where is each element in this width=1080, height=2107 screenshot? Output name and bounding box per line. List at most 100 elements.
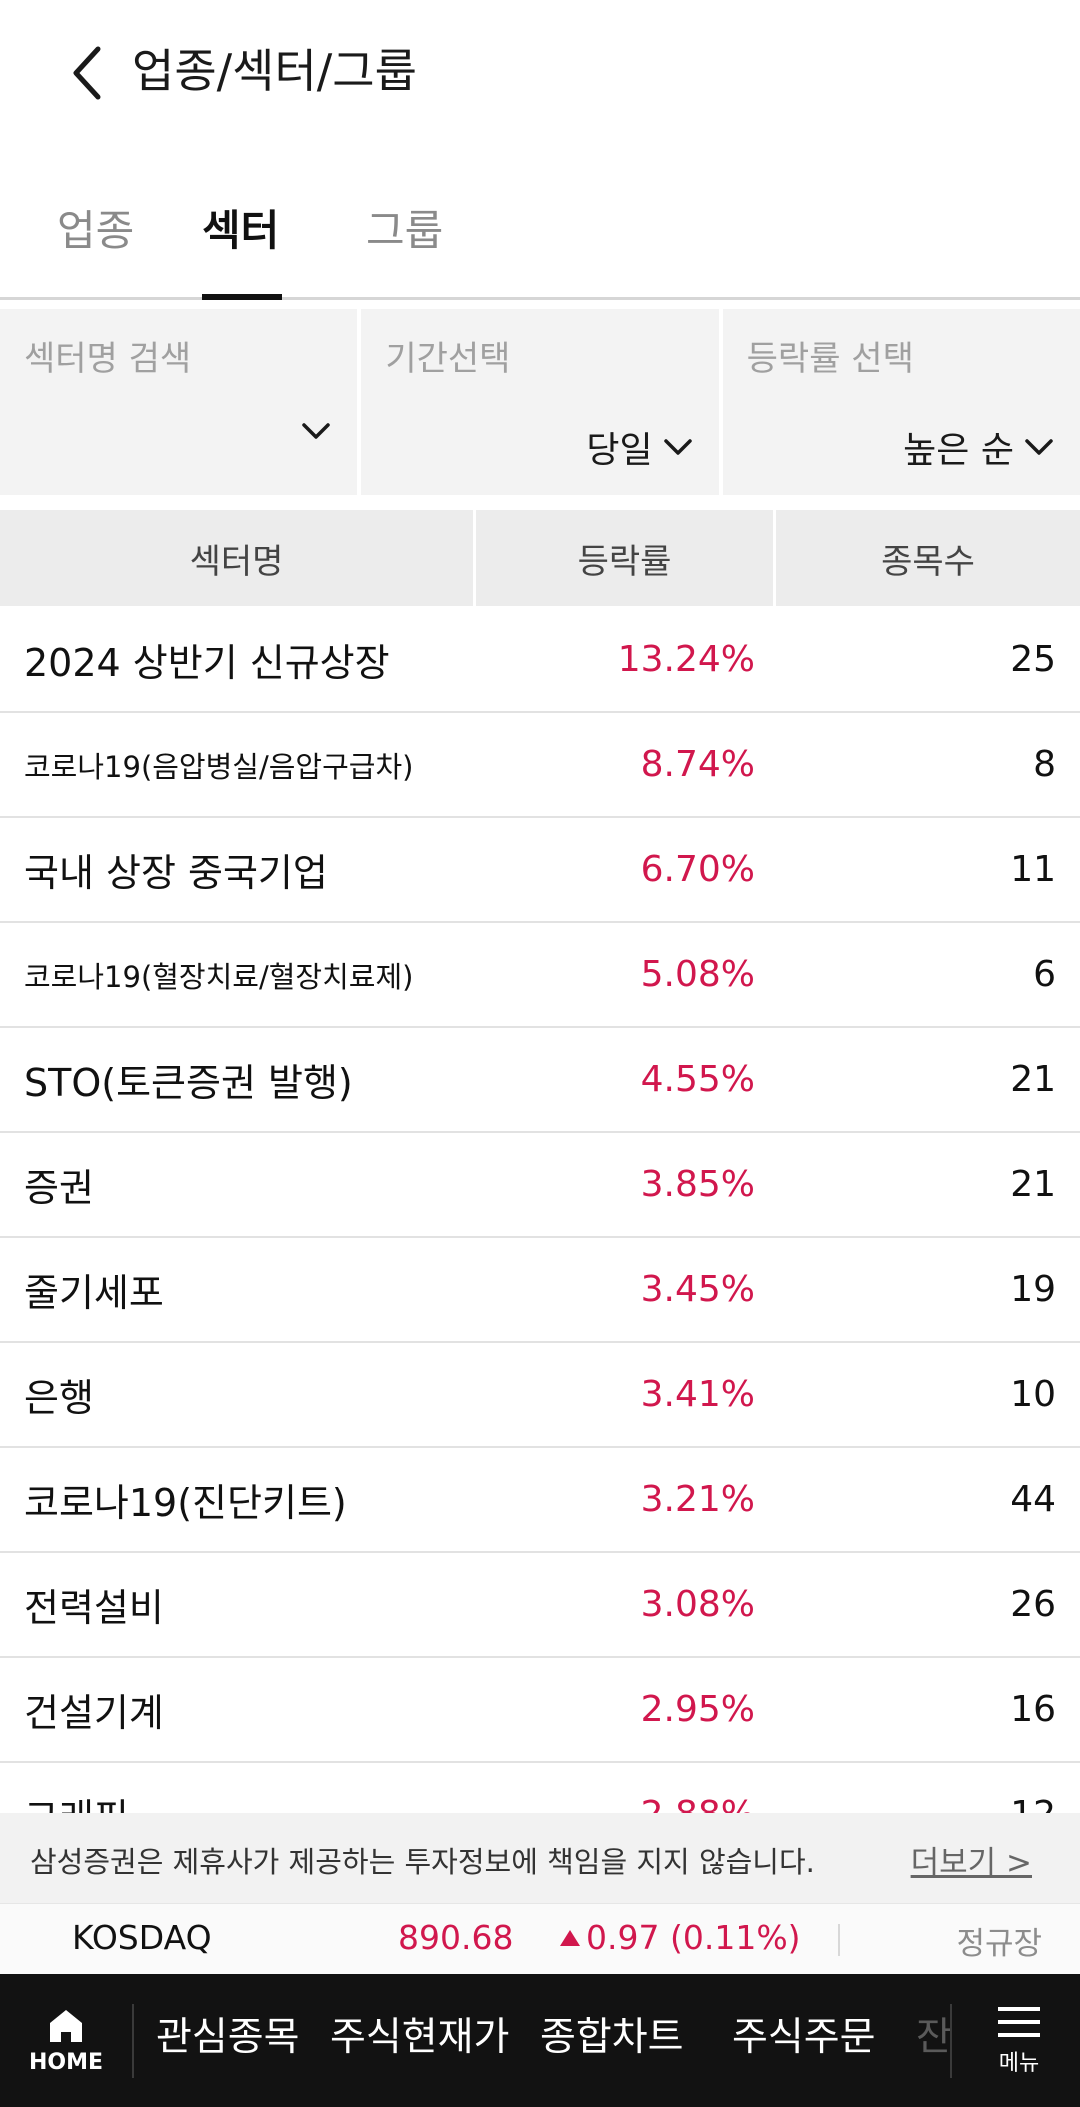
- stock-count: 16: [1010, 1689, 1056, 1730]
- home-icon: [50, 2010, 82, 2042]
- table-row[interactable]: STO(토큰증권 발행) 4.55% 21: [0, 1028, 1080, 1133]
- column-header-change-rate[interactable]: 등락률: [476, 510, 776, 606]
- table-row[interactable]: 코로나19(음압병실/음압구급차) 8.74% 8: [0, 713, 1080, 818]
- column-header-sector-name: 섹터명: [0, 510, 476, 606]
- index-ticker[interactable]: KOSDAQ 890.68 0.97 (0.11%) 정규장: [0, 1903, 1080, 1974]
- table-header: 섹터명 등락률 종목수: [0, 510, 1080, 606]
- sector-name: 코로나19(진단키트): [24, 1481, 347, 1525]
- change-rate: 3.08%: [640, 1584, 755, 1625]
- table-row[interactable]: 코로나19(진단키트) 3.21% 44: [0, 1448, 1080, 1553]
- index-name: KOSDAQ: [72, 1918, 212, 1957]
- active-tab-indicator: [202, 294, 282, 300]
- table-row[interactable]: 그래핀 2.88% 12: [0, 1763, 1080, 1813]
- market-status: 정규장: [956, 1926, 1042, 1962]
- stock-count: 10: [1010, 1374, 1056, 1415]
- sector-name: 2024 상반기 신규상장: [24, 641, 390, 685]
- filter-bar: 섹터명 검색 기간선택 당일 등락률 선택 높은 순: [0, 309, 1080, 495]
- chevron-left-icon: [73, 46, 101, 100]
- divider: [132, 2004, 134, 2078]
- change-rate: 2.88%: [641, 1763, 755, 1813]
- more-link[interactable]: 더보기 >: [910, 1845, 1032, 1881]
- bottom-nav: HOME 관심종목 주식현재가 종합차트 주식주문 잔 메뉴: [0, 1974, 1080, 2107]
- menu-label: 메뉴: [998, 2050, 1040, 2076]
- sort-text: 높은 순: [903, 430, 1014, 471]
- page-title: 업종/섹터/그룹: [132, 44, 417, 98]
- home-label: HOME: [28, 2050, 104, 2075]
- period-value: 당일: [586, 421, 692, 473]
- nav-chart[interactable]: 종합차트: [540, 2015, 684, 2060]
- sector-name: STO(토큰증권 발행): [24, 1061, 353, 1105]
- index-change-value: 0.97 (0.11%): [586, 1918, 801, 1957]
- table-row[interactable]: 국내 상장 중국기업 6.70% 11: [0, 818, 1080, 923]
- nav-order[interactable]: 주식주문: [732, 2015, 876, 2060]
- chevron-down-icon: [302, 423, 331, 439]
- sector-name: 코로나19(혈장치료/혈장치료제): [24, 959, 414, 994]
- sector-name: 코로나19(음압병실/음압구급차): [24, 749, 414, 784]
- sector-search-value: [291, 421, 331, 441]
- table-row[interactable]: 코로나19(혈장치료/혈장치료제) 5.08% 6: [0, 923, 1080, 1028]
- change-rate: 3.21%: [640, 1479, 755, 1520]
- change-rate: 3.45%: [640, 1269, 755, 1310]
- sector-search-label: 섹터명 검색: [24, 339, 192, 379]
- sector-name: 줄기세포: [24, 1271, 164, 1315]
- table-row[interactable]: 2024 상반기 신규상장 13.24% 25: [0, 608, 1080, 713]
- sector-name: 전력설비: [24, 1586, 164, 1630]
- sort-dropdown[interactable]: 등락률 선택 높은 순: [722, 309, 1080, 495]
- sector-name: 국내 상장 중국기업: [24, 851, 328, 895]
- change-rate: 8.74%: [640, 744, 755, 785]
- sector-name: 건설기계: [24, 1691, 164, 1735]
- table-row[interactable]: 전력설비 3.08% 26: [0, 1553, 1080, 1658]
- table-row[interactable]: 줄기세포 3.45% 19: [0, 1238, 1080, 1343]
- index-price: 890.68: [398, 1918, 514, 1957]
- period-dropdown[interactable]: 기간선택 당일: [361, 309, 719, 495]
- sector-name: 증권: [24, 1166, 94, 1210]
- change-rate: 4.55%: [640, 1059, 755, 1100]
- index-change: 0.97 (0.11%): [558, 1918, 801, 1957]
- change-rate: 2.95%: [640, 1689, 755, 1730]
- triangle-up-icon: [560, 1929, 580, 1946]
- change-rate: 13.24%: [617, 639, 755, 680]
- period-text: 당일: [586, 430, 653, 471]
- sector-name: 은행: [24, 1376, 94, 1420]
- home-button[interactable]: HOME: [0, 1974, 132, 2107]
- chevron-down-icon: [663, 439, 692, 455]
- divider: [838, 1924, 840, 1956]
- header: 업종/섹터/그룹: [0, 0, 1080, 140]
- stock-count: 12: [1010, 1763, 1056, 1813]
- sector-list[interactable]: 2024 상반기 신규상장 13.24% 25 코로나19(음압병실/음압구급차…: [0, 608, 1080, 1813]
- tab-bar: 업종 섹터 그룹: [0, 196, 1080, 300]
- tab-group[interactable]: 그룹: [366, 206, 444, 255]
- stock-count: 21: [1010, 1164, 1056, 1205]
- stock-count: 44: [1010, 1479, 1056, 1520]
- change-rate: 5.08%: [640, 954, 755, 995]
- sector-name: 그래핀: [24, 1763, 129, 1813]
- sort-value: 높은 순: [903, 421, 1054, 473]
- period-label: 기간선택: [385, 339, 511, 379]
- change-rate: 6.70%: [640, 849, 755, 890]
- stock-count: 11: [1010, 849, 1056, 890]
- stock-count: 26: [1010, 1584, 1056, 1625]
- sector-search-dropdown[interactable]: 섹터명 검색: [0, 309, 358, 495]
- column-header-stock-count[interactable]: 종목수: [881, 541, 975, 582]
- stock-count: 21: [1010, 1059, 1056, 1100]
- change-rate: 3.41%: [640, 1374, 755, 1415]
- tab-sector[interactable]: 섹터: [202, 206, 280, 255]
- disclaimer-bar: 삼성증권은 제휴사가 제공하는 투자정보에 책임을 지지 않습니다. 더보기 >: [0, 1813, 1080, 1903]
- change-rate: 3.85%: [640, 1164, 755, 1205]
- nav-current-price[interactable]: 주식현재가: [330, 2015, 510, 2060]
- tab-industry[interactable]: 업종: [57, 206, 135, 255]
- sort-label: 등락률 선택: [746, 339, 914, 379]
- back-button[interactable]: [58, 38, 118, 108]
- disclaimer-text: 삼성증권은 제휴사가 제공하는 투자정보에 책임을 지지 않습니다.: [30, 1845, 815, 1879]
- nav-balance[interactable]: 잔: [916, 2015, 952, 2060]
- table-row[interactable]: 증권 3.85% 21: [0, 1133, 1080, 1238]
- stock-count: 19: [1010, 1269, 1056, 1310]
- menu-button[interactable]: 메뉴: [958, 1974, 1080, 2107]
- table-row[interactable]: 은행 3.41% 10: [0, 1343, 1080, 1448]
- hamburger-icon: [998, 2006, 1040, 2037]
- table-row[interactable]: 건설기계 2.95% 16: [0, 1658, 1080, 1763]
- stock-count: 6: [1033, 954, 1056, 995]
- divider: [950, 2004, 952, 2078]
- nav-watchlist[interactable]: 관심종목: [156, 2015, 300, 2060]
- chevron-down-icon: [1025, 439, 1053, 455]
